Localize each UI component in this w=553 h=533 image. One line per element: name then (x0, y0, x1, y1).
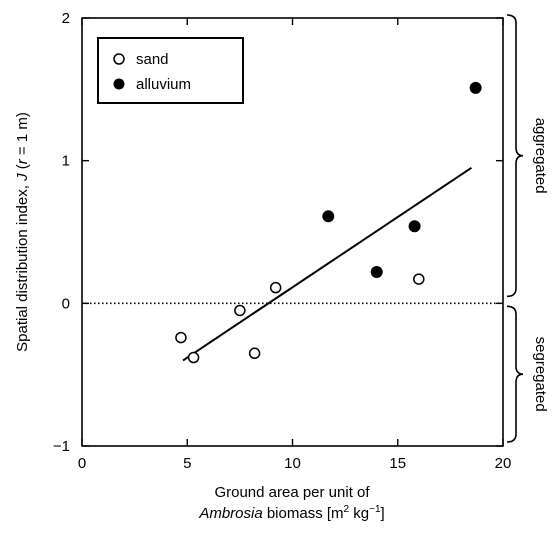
regression-line (182, 166, 472, 362)
brace-aggregated (506, 14, 524, 298)
side-label-segregated: segregated (532, 337, 549, 412)
x-axis-label-unit-a: biomass [m (263, 505, 344, 522)
legend-label-alluvium: alluvium (136, 76, 191, 93)
x-axis-label-sup-2: 2 (344, 504, 350, 515)
y-tick-label-1: 1 (62, 153, 70, 170)
x-tick-label-0: 0 (78, 455, 86, 472)
sand-point-2 (234, 304, 246, 317)
y-tick-label--1: −1 (53, 438, 70, 455)
data-points (175, 81, 482, 364)
alluvium-point-0 (322, 210, 335, 223)
brace-segregated (506, 305, 524, 443)
x-axis-label-unit-c: ] (381, 505, 385, 522)
y-axis-label-J: J (14, 173, 31, 182)
x-axis-label-unit-b: kg (349, 505, 369, 522)
sand-point-5 (413, 273, 425, 285)
x-tick-label-20: 20 (495, 455, 512, 472)
alluvium-point-2 (408, 220, 421, 233)
y-axis-label-a: Spatial distribution index, (14, 181, 31, 352)
legend: sand alluvium (97, 37, 244, 104)
sand-point-0 (175, 331, 187, 344)
alluvium-point-3 (469, 81, 482, 94)
x-axis-label-line2: Ambrosia biomass [m2 kg−1] (198, 504, 384, 522)
y-axis-label: Spatial distribution index, J (r = 1 m) (14, 112, 31, 352)
axis-tick-labels: 0 5 10 15 20 −1 0 1 2 (53, 10, 511, 472)
sand-point-3 (248, 347, 261, 360)
sand-point-1 (187, 351, 200, 364)
y-tick-label-0: 0 (62, 295, 70, 312)
sand-point-4 (269, 281, 282, 294)
side-label-aggregated: aggregated (532, 118, 549, 194)
x-tick-label-10: 10 (284, 455, 301, 472)
legend-marker-alluvium (113, 78, 125, 90)
legend-marker-sand (113, 53, 125, 65)
x-axis-label-line1: Ground area per unit of (214, 484, 370, 501)
y-axis-label-b: ( (14, 164, 31, 173)
y-tick-label-2: 2 (62, 10, 70, 27)
legend-label-sand: sand (136, 51, 169, 68)
x-axis-label-sup-minus1: −1 (369, 504, 381, 515)
y-axis-label-r: r (14, 158, 31, 164)
x-axis-label-genus: Ambrosia (198, 505, 262, 522)
x-tick-label-15: 15 (389, 455, 406, 472)
x-tick-label-5: 5 (183, 455, 191, 472)
legend-box (97, 37, 244, 104)
alluvium-point-1 (370, 265, 383, 278)
y-axis-label-c: = 1 m) (14, 112, 31, 159)
